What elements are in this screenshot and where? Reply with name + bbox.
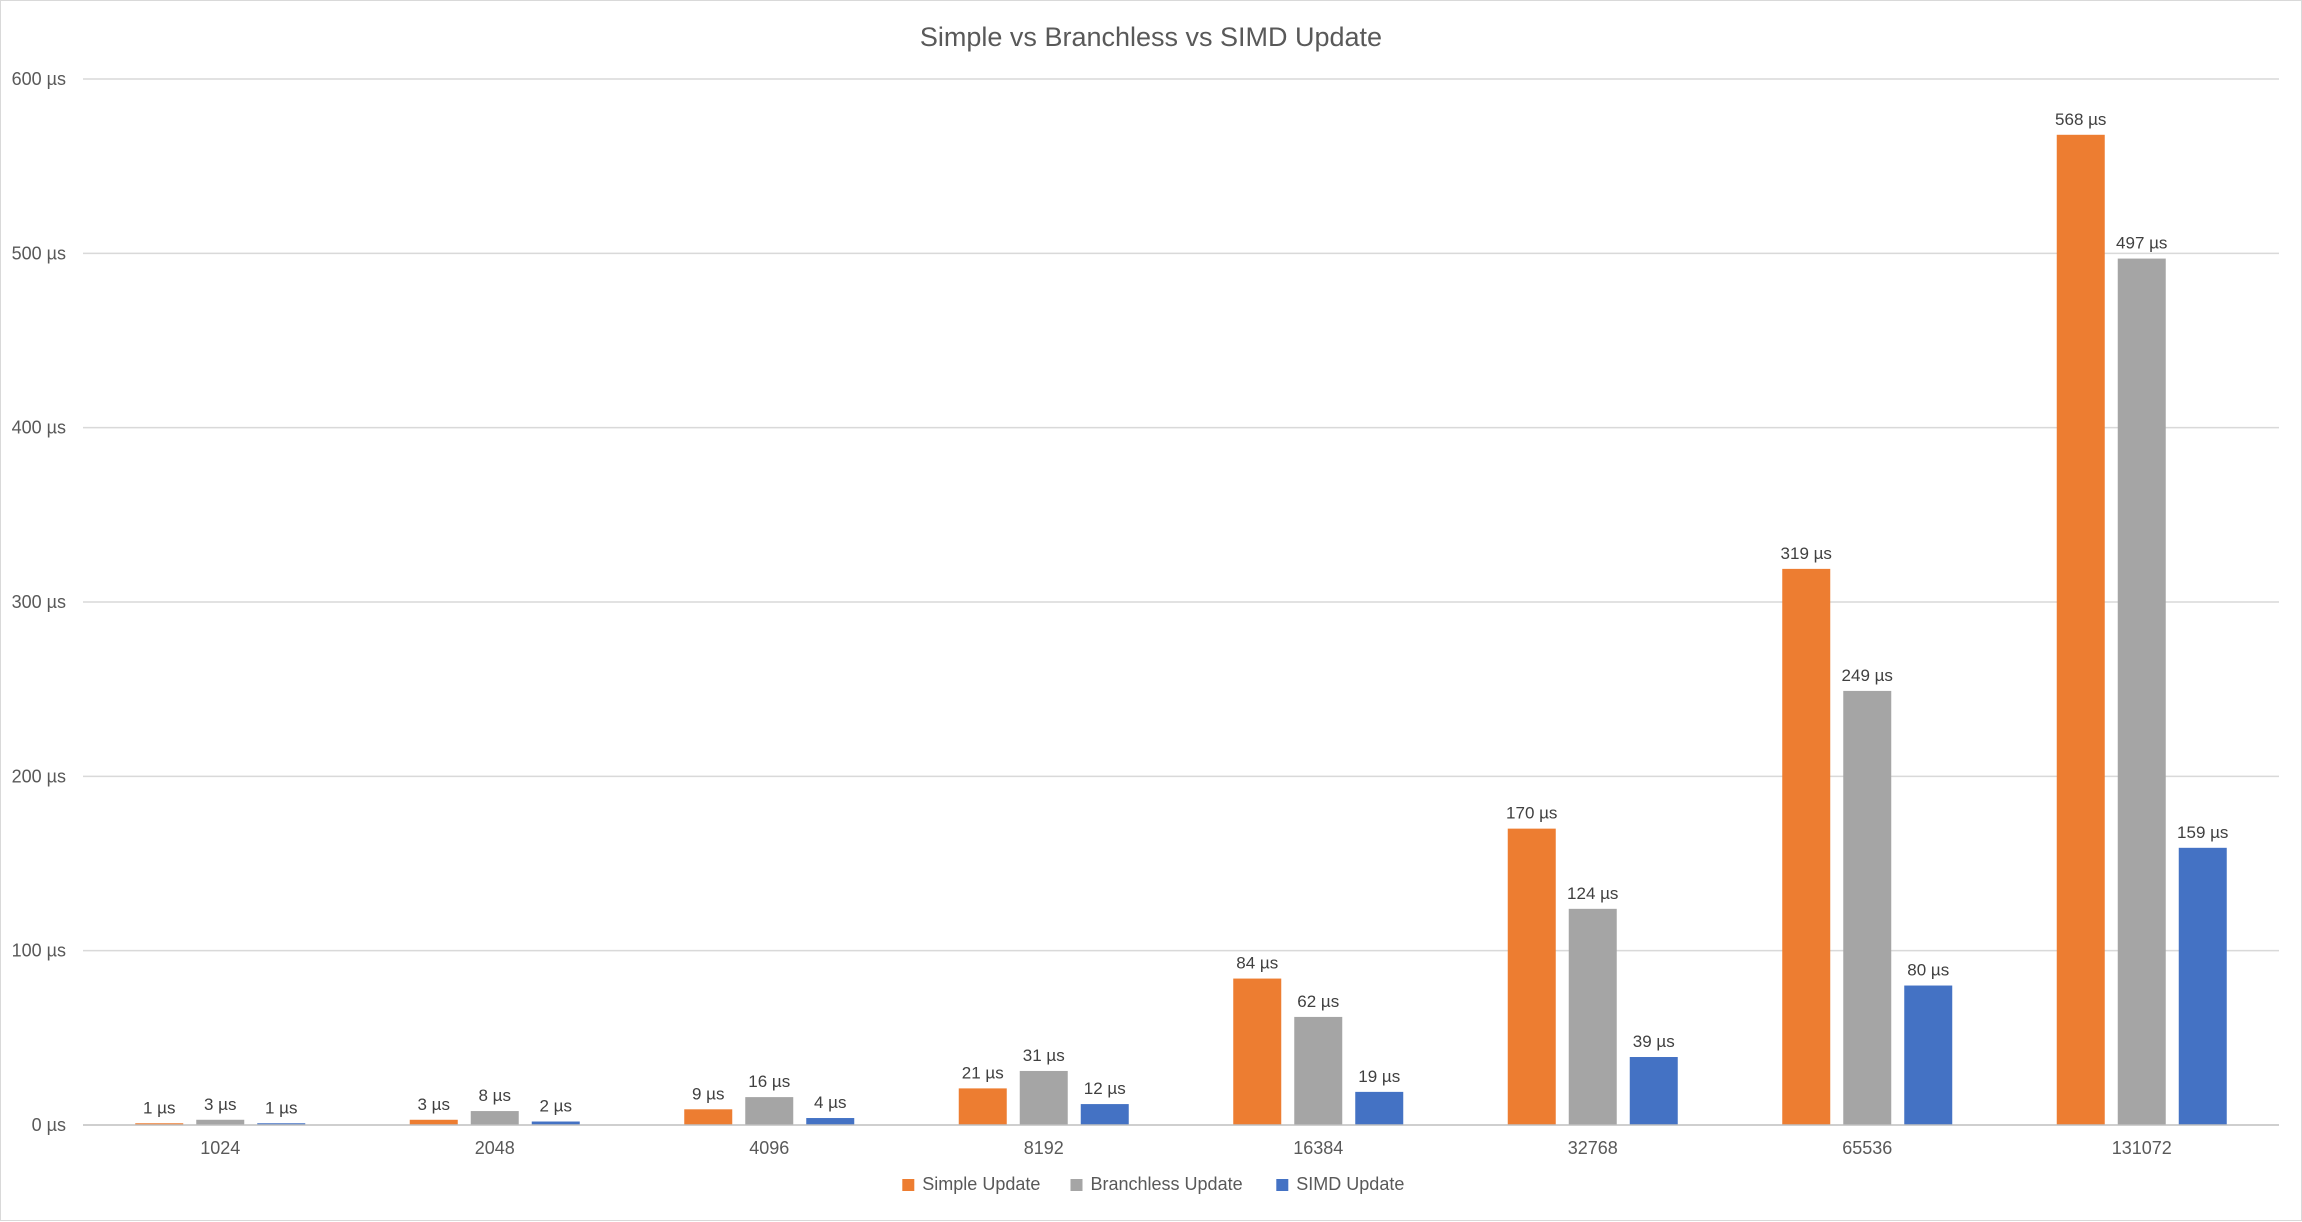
bar <box>257 1123 306 1125</box>
bar <box>1019 1070 1068 1125</box>
x-tick-label: 16384 <box>1293 1138 1343 1158</box>
legend-label: SIMD Update <box>1296 1174 1404 1194</box>
x-tick-label: 8192 <box>1024 1138 1064 1158</box>
bar <box>1507 828 1556 1125</box>
legend-label: Branchless Update <box>1091 1174 1243 1194</box>
data-label: 31 µs <box>1023 1046 1065 1065</box>
x-axis-ticks: 1024 2048 4096 8192 16384 32768 65536 131072 <box>200 1138 2172 1158</box>
data-label: 1 µs <box>265 1098 297 1117</box>
y-tick-label: 0 µs <box>32 1115 66 1135</box>
data-labels: 1 µs 3 µs 1 µs 3 µs 8 µs 2 µs 9 µs 16 µs 4 µs 21 … <box>143 110 2228 1117</box>
data-label: 12 µs <box>1084 1079 1126 1098</box>
legend-swatch <box>1276 1179 1289 1191</box>
bar <box>2117 258 2166 1125</box>
x-tick-label: 32768 <box>1568 1138 1618 1158</box>
x-tick-label: 65536 <box>1842 1138 1892 1158</box>
bar <box>684 1109 733 1125</box>
bar <box>135 1123 184 1125</box>
bar <box>958 1088 1007 1125</box>
data-label: 21 µs <box>962 1063 1004 1082</box>
y-tick-label: 400 µs <box>12 418 66 438</box>
bar <box>470 1111 519 1125</box>
data-label: 568 µs <box>2055 110 2106 129</box>
bar <box>1233 978 1282 1125</box>
x-tick-label: 131072 <box>2112 1138 2172 1158</box>
bars <box>135 134 2227 1125</box>
bar <box>1904 985 1953 1125</box>
x-tick-label: 2048 <box>475 1138 515 1158</box>
legend-swatch <box>1070 1179 1083 1191</box>
data-label: 3 µs <box>418 1095 450 1114</box>
bar <box>1294 1016 1343 1125</box>
data-label: 16 µs <box>748 1072 790 1091</box>
bar <box>409 1119 458 1125</box>
y-tick-label: 500 µs <box>12 243 66 263</box>
bar <box>806 1118 855 1125</box>
data-label: 497 µs <box>2116 234 2167 253</box>
data-label: 159 µs <box>2177 823 2228 842</box>
y-tick-label: 100 µs <box>12 941 66 961</box>
data-label: 80 µs <box>1907 961 1949 980</box>
legend-swatch <box>902 1179 915 1191</box>
bar <box>2056 134 2105 1125</box>
data-label: 170 µs <box>1506 804 1557 823</box>
data-label: 124 µs <box>1567 884 1618 903</box>
y-tick-label: 300 µs <box>12 592 66 612</box>
chart-title: Simple vs Branchless vs SIMD Update <box>920 22 1382 52</box>
bar <box>1843 690 1892 1125</box>
data-label: 319 µs <box>1781 544 1832 563</box>
legend-label: Simple Update <box>922 1174 1040 1194</box>
data-label: 19 µs <box>1358 1067 1400 1086</box>
bar <box>1629 1057 1678 1125</box>
y-tick-label: 200 µs <box>12 766 66 786</box>
bar <box>1355 1091 1404 1125</box>
bar <box>745 1097 794 1125</box>
data-label: 62 µs <box>1297 992 1339 1011</box>
data-label: 4 µs <box>814 1093 846 1112</box>
data-label: 39 µs <box>1633 1032 1675 1051</box>
data-label: 8 µs <box>479 1086 511 1105</box>
data-label: 2 µs <box>540 1097 572 1116</box>
y-tick-label: 600 µs <box>12 69 66 89</box>
gridlines <box>83 78 2279 952</box>
data-label: 84 µs <box>1236 954 1278 973</box>
data-label: 3 µs <box>204 1095 236 1114</box>
bar <box>1080 1104 1129 1125</box>
x-tick-label: 4096 <box>749 1138 789 1158</box>
data-label: 249 µs <box>1842 666 1893 685</box>
bar <box>531 1121 580 1125</box>
data-label: 9 µs <box>692 1084 724 1103</box>
bar <box>196 1119 245 1125</box>
data-label: 1 µs <box>143 1098 175 1117</box>
bar <box>1568 908 1617 1125</box>
legend: Simple Update Branchless Update SIMD Updat… <box>902 1174 1404 1194</box>
x-tick-label: 1024 <box>200 1138 240 1158</box>
y-axis-ticks: 0 µs 100 µs 200 µs 300 µs 400 µs 500 µs 600 µs <box>12 69 66 1135</box>
bar <box>1782 568 1831 1125</box>
bar <box>2178 847 2227 1125</box>
